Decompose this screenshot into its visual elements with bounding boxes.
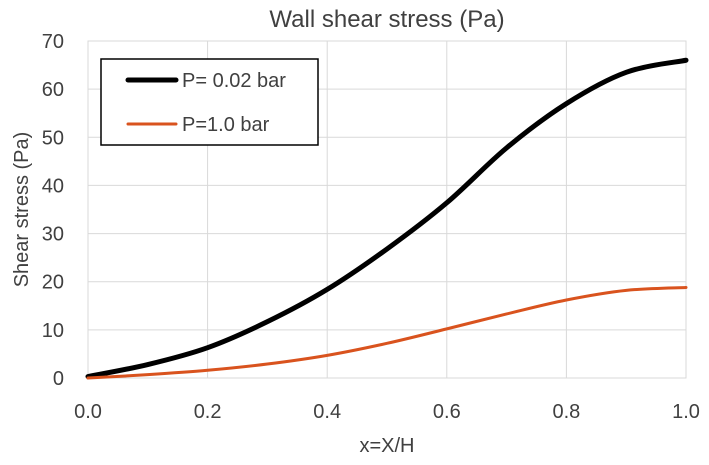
- x-tick-label: 1.0: [672, 401, 700, 423]
- x-tick-label: 0.6: [433, 401, 461, 423]
- chart-title: Wall shear stress (Pa): [269, 6, 504, 33]
- y-axis-label: Shear stress (Pa): [11, 132, 33, 288]
- legend-label-1: P= 0.02 bar: [182, 70, 286, 92]
- x-tick-label: 0.4: [313, 401, 341, 423]
- plot-frame: [87, 40, 687, 379]
- y-tick-label: 20: [42, 272, 64, 294]
- y-tick-label: 0: [53, 368, 64, 390]
- y-tick-label: 40: [42, 175, 64, 197]
- y-tick-label: 30: [42, 224, 64, 246]
- y-tick-label: 50: [42, 127, 64, 149]
- series-line-2: [86, 285, 688, 380]
- x-axis-label: x=X/H: [359, 435, 414, 457]
- tick-labels: 0 10 20 30 40 50 60 70 0.0 0.2 0.4 0.6 0.8 1.0: [42, 31, 700, 423]
- legend-box: [100, 58, 319, 146]
- series-lines: [85, 57, 689, 380]
- x-tick-label: 0.0: [74, 401, 102, 423]
- y-tick-label: 60: [42, 79, 64, 101]
- y-tick-label: 70: [42, 31, 64, 53]
- x-tick-label: 0.8: [552, 401, 580, 423]
- legend-label-2: P=1.0 bar: [182, 114, 270, 136]
- y-tick-label: 10: [42, 320, 64, 342]
- legend: P= 0.02 bar P=1.0 bar: [100, 58, 319, 146]
- x-tick-label: 0.2: [194, 401, 222, 423]
- series-line-1: [85, 57, 689, 380]
